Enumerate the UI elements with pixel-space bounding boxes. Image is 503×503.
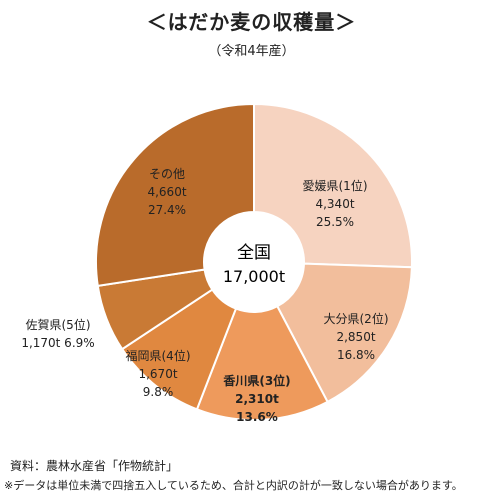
donut-hole xyxy=(204,212,304,312)
chart-title: ＜はだか麦の収穫量＞ xyxy=(146,10,357,34)
slice-value-2: 2,310t xyxy=(235,392,279,406)
center-label: 全国 xyxy=(237,243,271,263)
slice-label-2: 香川県(3位) xyxy=(222,373,290,388)
slice-value-5: 4,660t xyxy=(147,185,186,199)
slice-percent-3: 9.8% xyxy=(143,385,174,399)
slice-percent-2: 13.6% xyxy=(236,410,278,424)
source-note: 資料：農林水産省「作物統計」 xyxy=(10,459,179,473)
center-total: 17,000t xyxy=(223,267,285,286)
slice-label-3: 福岡県(4位) xyxy=(126,348,191,363)
slice-value-0: 4,340t xyxy=(315,197,354,211)
slice-value-1: 2,850t xyxy=(336,330,375,344)
slice-label-4: 佐賀県(5位) xyxy=(26,317,91,332)
chart-subtitle: （令和4年産） xyxy=(208,44,295,59)
slice-percent-0: 25.5% xyxy=(316,215,354,229)
slice-label-0: 愛媛県(1位) xyxy=(303,178,368,193)
slice-labels: 愛媛県(1位) 4,340t 25.5% 大分県(2位) 2,850t 16.8% 香川県(… xyxy=(21,167,388,424)
slice-value-3: 1,670t xyxy=(138,367,177,381)
rounding-note: ※データは単位未満で四捨五入しているため、合計と内訳の計が一致しない場合がありま… xyxy=(4,479,463,492)
slice-label-1: 大分県(2位) xyxy=(324,311,389,326)
slice-label-5: その他 xyxy=(149,167,185,181)
slice-percent-5: 27.4% xyxy=(148,203,186,217)
slice-percent-1: 16.8% xyxy=(337,348,375,362)
slice-value-4: 1,170t 6.9% xyxy=(21,336,94,350)
